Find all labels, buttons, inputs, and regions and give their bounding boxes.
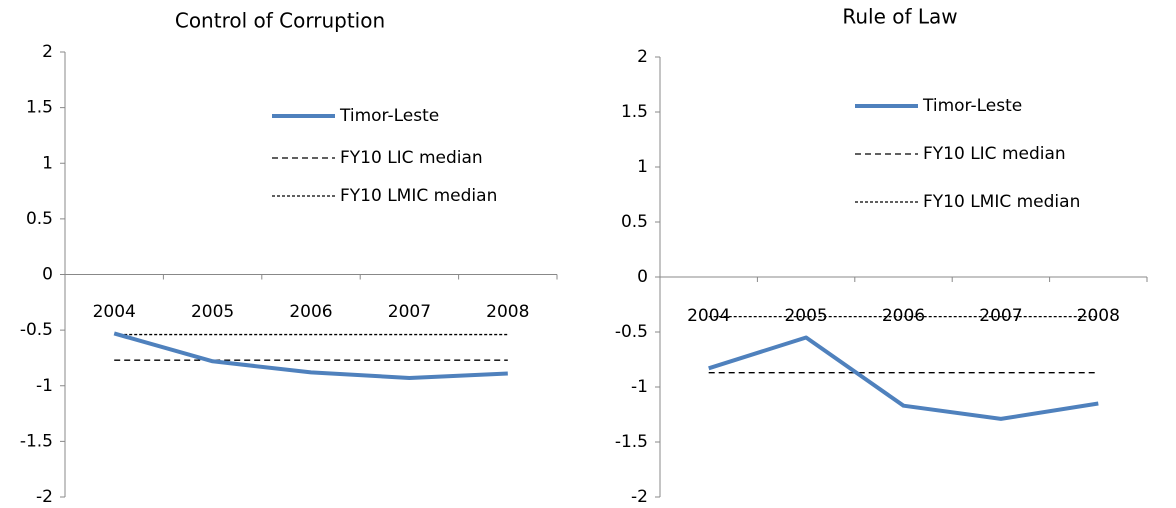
legend-label: FY10 LIC median xyxy=(923,144,1066,164)
y-tick-label: -2 xyxy=(36,487,53,507)
x-tick-label: 2005 xyxy=(191,302,234,322)
y-tick-label: -1.5 xyxy=(20,431,53,451)
x-tick-label: 2008 xyxy=(486,302,529,322)
y-tick-label: 0 xyxy=(42,265,53,285)
legend-label: FY10 LMIC median xyxy=(923,192,1080,212)
y-tick-label: -0.5 xyxy=(20,320,53,340)
y-tick-label: -2 xyxy=(631,487,648,507)
y-tick-label: -1 xyxy=(631,377,648,397)
x-tick-label: 2004 xyxy=(93,302,136,322)
y-tick-label: 0.5 xyxy=(26,209,53,229)
series-line xyxy=(113,331,508,380)
legend-label: Timor-Leste xyxy=(339,106,439,126)
y-tick-label: -1 xyxy=(36,376,53,396)
chart-title: Rule of Law xyxy=(842,5,957,29)
y-tick-label: -1.5 xyxy=(615,432,648,452)
y-tick-label: 1 xyxy=(637,157,648,177)
x-tick-label: 2007 xyxy=(388,302,431,322)
chart-title: Control of Corruption xyxy=(175,9,385,33)
x-tick-label: 2006 xyxy=(882,306,925,326)
chart-panel: Control of Corruption -2 -1.5 -1 -0.5 0 0.5 1 1.… xyxy=(20,9,558,507)
legend-label: FY10 LMIC median xyxy=(340,186,497,206)
y-tick-label: 1.5 xyxy=(621,102,648,122)
x-tick-label: 2006 xyxy=(289,302,332,322)
y-tick-label: 2 xyxy=(637,47,648,67)
y-tick-label: 0 xyxy=(637,267,648,287)
y-tick-label: 0.5 xyxy=(621,212,648,232)
legend-label: Timor-Leste xyxy=(922,96,1022,116)
x-tick-label: 2008 xyxy=(1077,306,1120,326)
y-tick-label: 2 xyxy=(42,42,53,62)
series-line xyxy=(708,335,1099,421)
y-tick-label: 1.5 xyxy=(26,98,53,118)
legend-label: FY10 LIC median xyxy=(340,148,483,168)
y-tick-label: 1 xyxy=(42,153,53,173)
y-tick-label: -0.5 xyxy=(615,322,648,342)
